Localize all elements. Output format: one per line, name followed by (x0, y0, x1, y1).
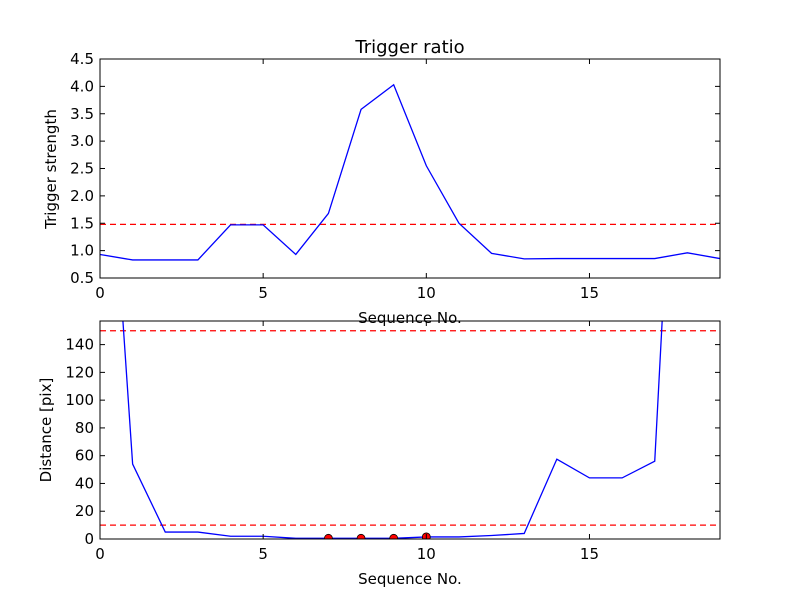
y-tick-label: 100 (65, 391, 94, 409)
y-tick-label: 4.5 (70, 50, 94, 68)
y-tick-label: 1.5 (70, 214, 94, 232)
y-axis-label: Trigger strength (42, 109, 60, 230)
x-axis-label: Sequence No. (358, 570, 462, 588)
plot-area (100, 83, 720, 261)
y-tick-label: 3.5 (70, 105, 94, 123)
chart-title: Trigger ratio (354, 37, 464, 58)
y-tick-label: 3.0 (70, 132, 94, 150)
y-tick-label: 120 (65, 363, 94, 381)
y-tick-label: 0 (84, 530, 94, 548)
x-axis-label: Sequence No. (358, 309, 462, 327)
y-tick-label: 20 (75, 502, 94, 520)
x-tick-label: 15 (580, 545, 599, 563)
y-tick-label: 60 (75, 447, 94, 465)
x-tick-label: 5 (258, 284, 268, 302)
x-tick-label: 15 (580, 284, 599, 302)
x-tick-label: 0 (95, 284, 105, 302)
x-tick-label: 0 (95, 545, 105, 563)
y-tick-label: 1.0 (70, 242, 94, 260)
y-axis-label: Distance [pix] (37, 378, 55, 483)
distance-panel: Sequence No. Distance [pix] 0 5 10 15 0 20 40 6… (37, 320, 721, 588)
y-tick-label: 40 (75, 474, 94, 492)
x-tick-label: 5 (258, 545, 268, 563)
axes-frame (99, 320, 721, 540)
data-marker (389, 533, 399, 539)
y-tick-label: 2.0 (70, 187, 94, 205)
x-tick-label: 10 (417, 284, 436, 302)
plot-area (100, 321, 720, 539)
data-marker (356, 533, 366, 539)
data-marker (324, 533, 333, 539)
x-tick-label: 10 (417, 545, 436, 563)
y-tick-label: 2.5 (70, 160, 94, 178)
y-tick-label: 140 (65, 336, 94, 354)
series-line (100, 83, 720, 261)
y-tick-label: 80 (75, 419, 94, 437)
y-tick-label: 0.5 (70, 269, 94, 287)
trigger-ratio-panel: Trigger ratio Sequence No. Trigger stren… (42, 37, 721, 327)
y-tick-label: 4.0 (70, 77, 94, 95)
